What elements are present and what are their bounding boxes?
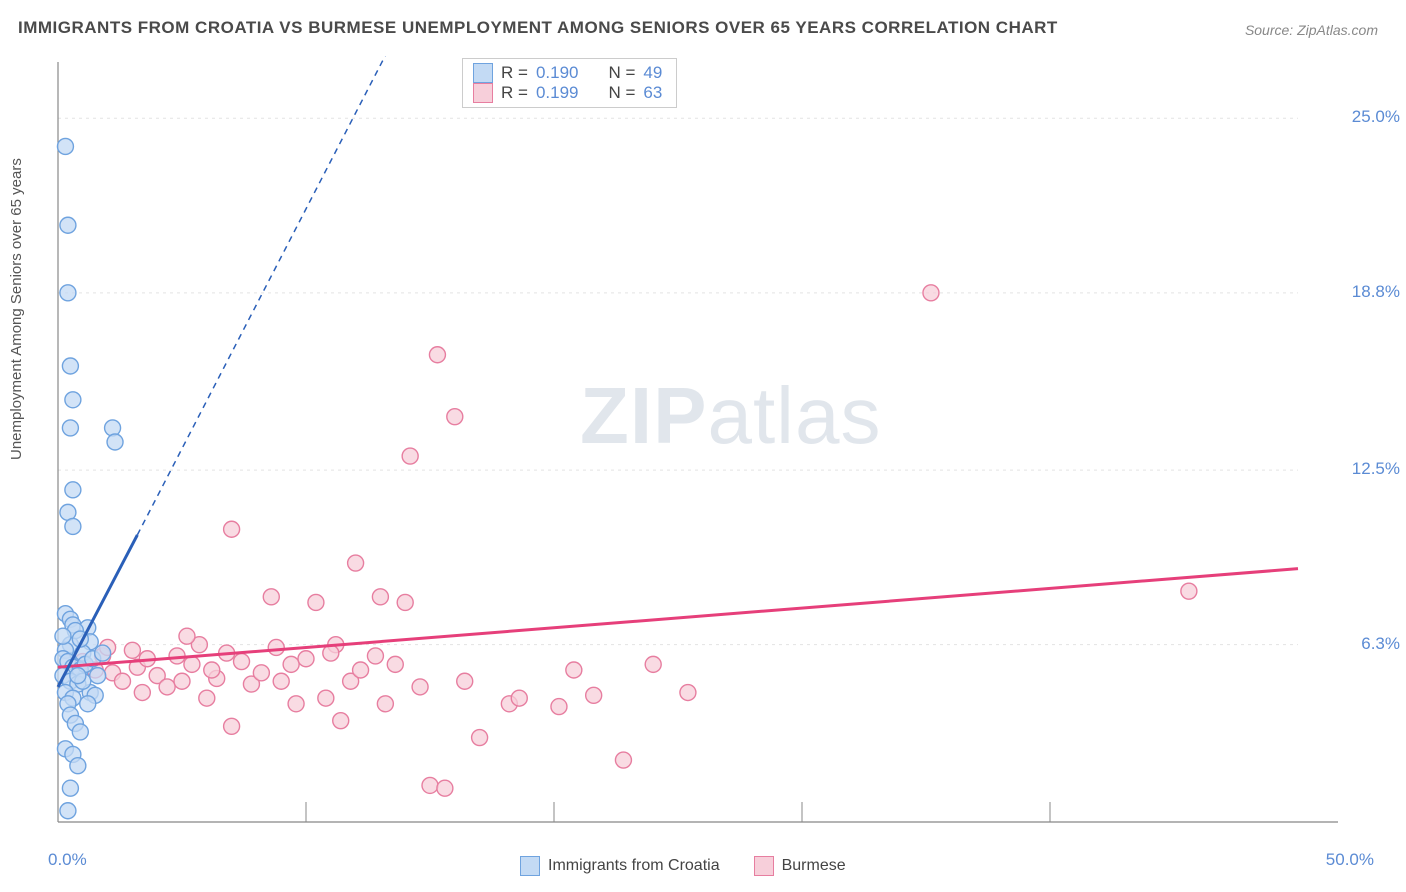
r-value-a: 0.190	[536, 63, 579, 83]
y-tick-label: 6.3%	[1361, 634, 1400, 654]
scatter-plot	[52, 56, 1352, 836]
source-label: Source: ZipAtlas.com	[1245, 22, 1378, 38]
y-tick-label: 18.8%	[1352, 282, 1400, 302]
y-tick-label: 25.0%	[1352, 107, 1400, 127]
r-label: R =	[501, 63, 528, 83]
page-title: IMMIGRANTS FROM CROATIA VS BURMESE UNEMP…	[18, 18, 1058, 38]
r-value-b: 0.199	[536, 83, 579, 103]
series-b-name: Burmese	[782, 857, 846, 875]
y-axis-label: Unemployment Among Seniors over 65 years	[8, 158, 25, 460]
swatch-croatia-icon	[520, 856, 540, 876]
r-label: R =	[501, 83, 528, 103]
n-value-b: 63	[643, 83, 662, 103]
n-value-a: 49	[643, 63, 662, 83]
n-label: N =	[608, 63, 635, 83]
x-origin-label: 0.0%	[48, 850, 87, 870]
y-tick-label: 12.5%	[1352, 459, 1400, 479]
swatch-burmese-icon	[754, 856, 774, 876]
swatch-burmese-icon	[473, 83, 493, 103]
swatch-croatia-icon	[473, 63, 493, 83]
legend-series: Immigrants from Croatia Burmese	[520, 856, 846, 876]
n-label: N =	[608, 83, 635, 103]
series-a-name: Immigrants from Croatia	[548, 857, 720, 875]
x-max-label: 50.0%	[1326, 850, 1374, 870]
legend-stats: R = 0.190 N = 49 R = 0.199 N = 63	[462, 58, 677, 108]
